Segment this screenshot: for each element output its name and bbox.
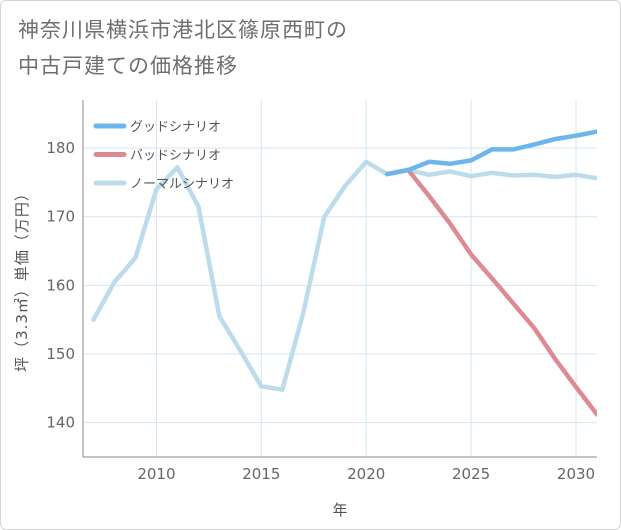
series-line-2	[91, 159, 597, 392]
x-tick-label: 2030	[557, 465, 595, 483]
y-axis-label: 坪（3.3㎡）単価（万円）	[13, 185, 31, 372]
legend-label: バッドシナリオ	[130, 149, 221, 164]
y-tick-label: 150	[46, 345, 75, 363]
y-tick-label: 180	[46, 139, 75, 157]
x-tick-label: 2015	[242, 465, 280, 483]
y-tick-label: 170	[46, 208, 75, 226]
x-axis-label: 年	[332, 501, 347, 519]
series-line-1	[384, 167, 597, 417]
chart-title: 神奈川県横浜市港北区篠原西町の 中古戸建ての価格推移	[18, 18, 348, 78]
y-tick-label: 160	[46, 276, 75, 294]
series-line-0	[384, 129, 597, 177]
legend-label: グッドシナリオ	[130, 120, 221, 135]
x-tick-label: 2010	[137, 465, 175, 483]
legend-label: ノーマルシナリオ	[130, 177, 234, 192]
x-tick-label: 2020	[347, 465, 385, 483]
y-tick-label: 140	[46, 414, 75, 432]
x-tick-label: 2025	[452, 465, 490, 483]
